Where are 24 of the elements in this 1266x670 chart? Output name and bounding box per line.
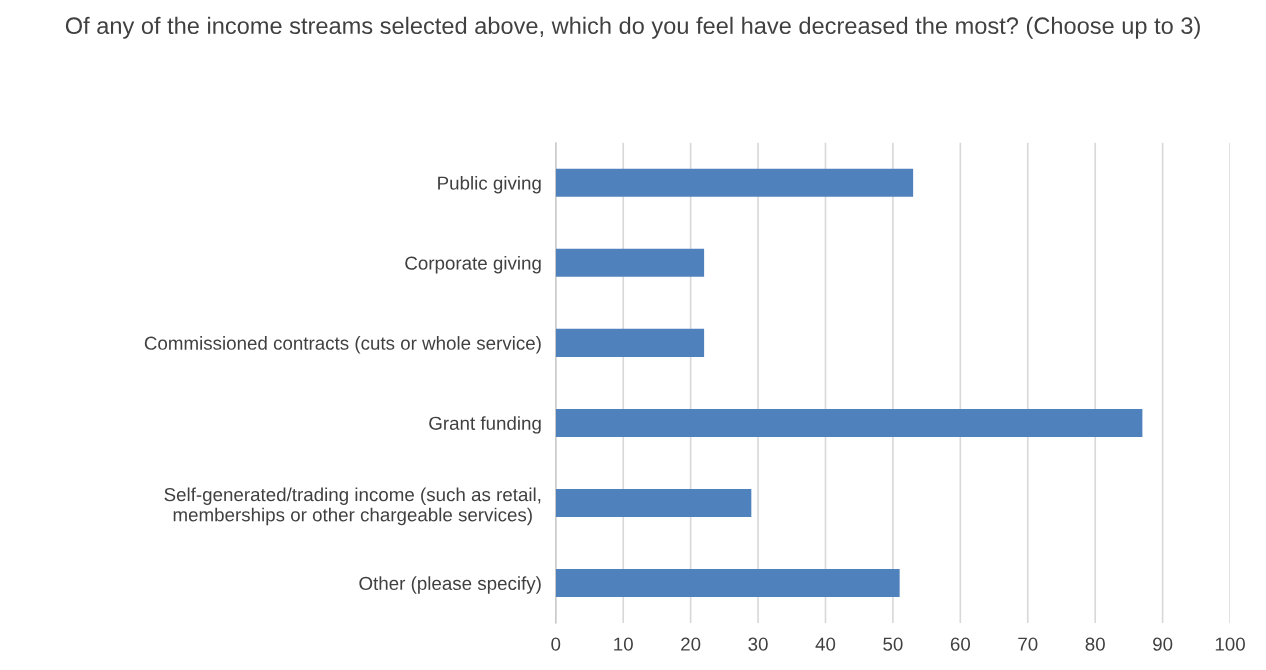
bar — [555, 569, 900, 598]
x-tick-label: 20 — [681, 637, 701, 651]
y-tick-label: Self-generated/trading income (such as retail, memberships or other chargeable services) — [164, 487, 541, 526]
x-tick-label: 70 — [1018, 637, 1038, 651]
bar — [555, 408, 1143, 437]
bar — [555, 168, 914, 197]
x-tick-label: 40 — [815, 637, 836, 651]
y-tick-label: Grant funding — [429, 416, 541, 434]
y-tick-label: Corporate giving — [405, 256, 541, 274]
x-tick-label: 10 — [614, 637, 633, 651]
x-tick-label: 100 — [1215, 637, 1245, 651]
y-tick-label: Public giving — [438, 175, 541, 194]
bar — [555, 488, 752, 518]
chart-title: Of any of the income streams selected above, which do you feel have decreased the most? (Choose up to 3) — [65, 16, 1200, 39]
y-tick-label: Other (please specify) — [359, 576, 541, 594]
bar — [555, 248, 705, 277]
x-tick-label: 0 — [551, 637, 561, 651]
x-tick-label: 30 — [748, 637, 768, 651]
y-tick-label: Commissioned contracts (cuts or whole service) — [144, 336, 541, 354]
x-tick-label: 90 — [1153, 637, 1173, 651]
x-tick-label: 50 — [883, 637, 903, 651]
x-tick-label: 60 — [950, 637, 971, 651]
bar — [555, 328, 705, 357]
x-tick-label: 80 — [1085, 637, 1105, 651]
